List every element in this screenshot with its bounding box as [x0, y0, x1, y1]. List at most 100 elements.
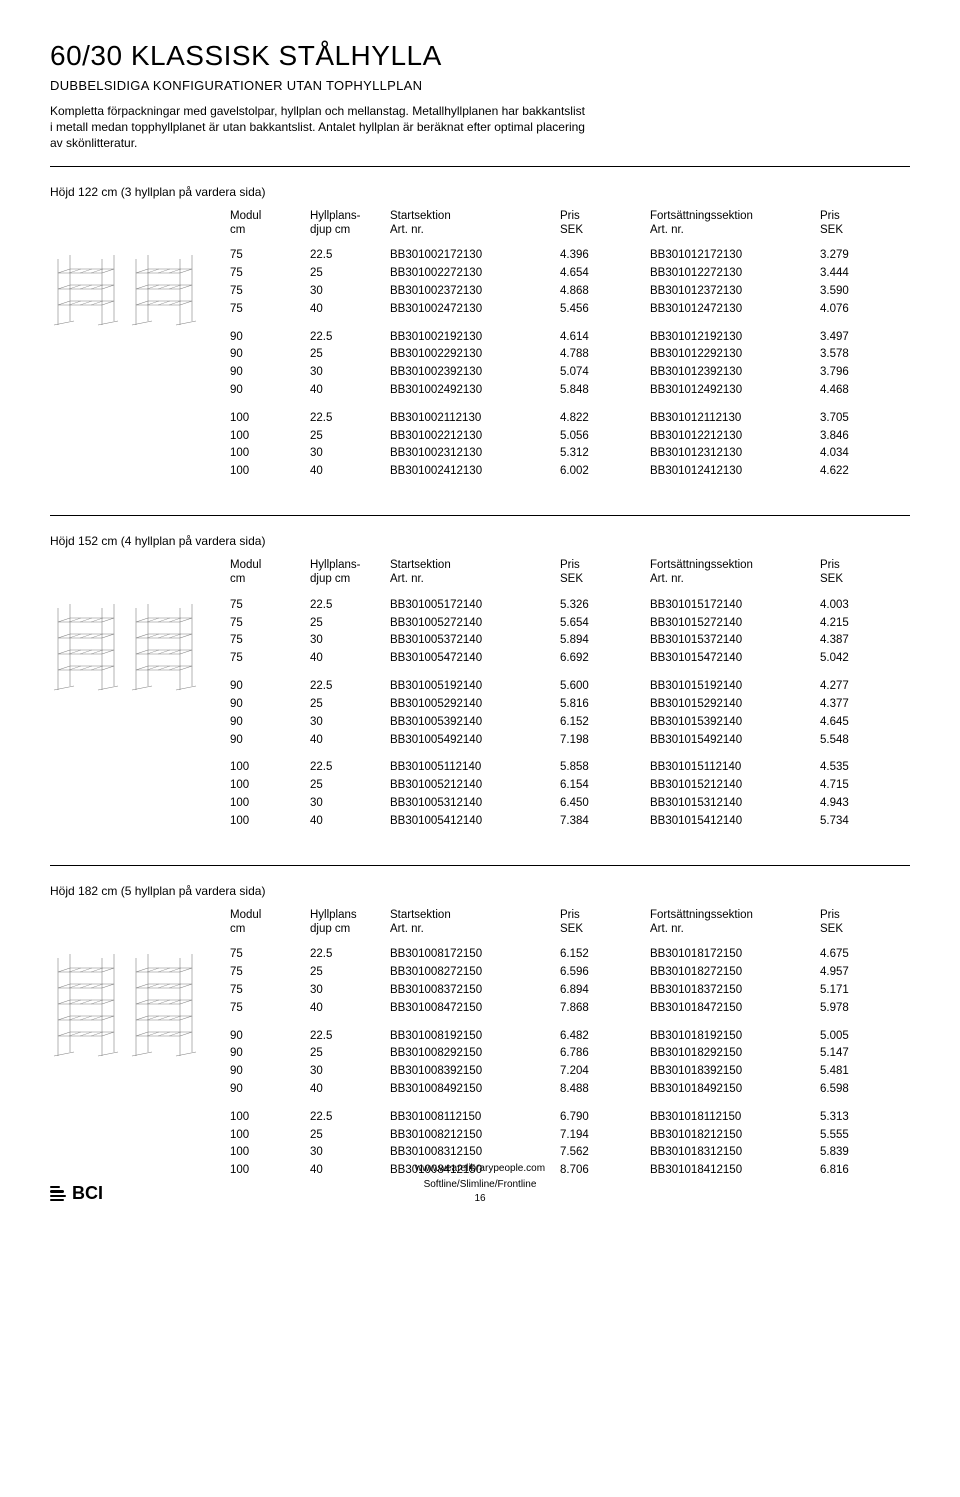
- cell-start-price: 6.450: [560, 795, 640, 813]
- shelf-illustration: [50, 209, 230, 331]
- cell-forts-art: BB301012492130: [650, 382, 810, 400]
- cell-start-price: 6.152: [560, 946, 640, 964]
- table-row: 75 30 BB301002372130 4.868 BB30101237213…: [230, 283, 910, 301]
- table-row: 75 22.5 BB301008172150 6.152 BB301018172…: [230, 946, 910, 964]
- table-row: 75 25 BB301005272140 5.654 BB30101527214…: [230, 615, 910, 633]
- cell-start-price: 5.894: [560, 632, 640, 650]
- table-row: 100 40 BB301002412130 6.002 BB3010124121…: [230, 463, 910, 481]
- table-row: 90 25 BB301005292140 5.816 BB30101529214…: [230, 696, 910, 714]
- cell-modul: 75: [230, 1000, 300, 1018]
- table-row: 75 25 BB301008272150 6.596 BB30101827215…: [230, 964, 910, 982]
- footer-page: 16: [0, 1192, 960, 1206]
- cell-forts-price: 4.003: [820, 597, 880, 615]
- cell-start-art: BB301005212140: [390, 777, 550, 795]
- cell-forts-price: 3.578: [820, 346, 880, 364]
- cell-forts-price: 4.957: [820, 964, 880, 982]
- table-row: 90 40 BB301005492140 7.198 BB30101549214…: [230, 732, 910, 750]
- cell-djup: 22.5: [310, 1028, 380, 1046]
- table-row: 90 30 BB301008392150 7.204 BB30101839215…: [230, 1063, 910, 1081]
- cell-start-price: 5.074: [560, 364, 640, 382]
- cell-djup: 25: [310, 346, 380, 364]
- table-row: 100 40 BB301005412140 7.384 BB3010154121…: [230, 813, 910, 831]
- cell-start-price: 6.154: [560, 777, 640, 795]
- cell-start-art: BB301008272150: [390, 964, 550, 982]
- cell-forts-price: 4.215: [820, 615, 880, 633]
- col-pris2: PrisSEK: [820, 908, 880, 937]
- cell-forts-art: BB301012292130: [650, 346, 810, 364]
- cell-start-price: 7.384: [560, 813, 640, 831]
- cell-forts-price: 3.590: [820, 283, 880, 301]
- cell-djup: 25: [310, 1127, 380, 1145]
- cell-start-price: 4.654: [560, 265, 640, 283]
- cell-modul: 100: [230, 428, 300, 446]
- cell-djup: 22.5: [310, 247, 380, 265]
- cell-forts-art: BB301012112130: [650, 410, 810, 428]
- cell-forts-price: 4.468: [820, 382, 880, 400]
- table-row: 75 40 BB301005472140 6.692 BB30101547214…: [230, 650, 910, 668]
- table-row: 90 40 BB301008492150 8.488 BB30101849215…: [230, 1081, 910, 1099]
- shelf-illustration: [50, 908, 230, 1062]
- cell-start-art: BB301002392130: [390, 364, 550, 382]
- cell-start-price: 5.848: [560, 382, 640, 400]
- cell-start-art: BB301005272140: [390, 615, 550, 633]
- cell-start-art: BB301008472150: [390, 1000, 550, 1018]
- cell-djup: 30: [310, 1063, 380, 1081]
- cell-forts-art: BB301012412130: [650, 463, 810, 481]
- cell-forts-art: BB301018472150: [650, 1000, 810, 1018]
- cell-forts-price: 4.034: [820, 445, 880, 463]
- cell-forts-art: BB301018112150: [650, 1109, 810, 1127]
- cell-start-price: 7.198: [560, 732, 640, 750]
- cell-forts-price: 3.796: [820, 364, 880, 382]
- cell-forts-price: 4.076: [820, 301, 880, 319]
- col-modul: Modulcm: [230, 209, 300, 238]
- table-row: 90 25 BB301002292130 4.788 BB30101229213…: [230, 346, 910, 364]
- cell-forts-art: BB301015272140: [650, 615, 810, 633]
- cell-djup: 25: [310, 265, 380, 283]
- table-row: 90 25 BB301008292150 6.786 BB30101829215…: [230, 1045, 910, 1063]
- cell-forts-art: BB301012472130: [650, 301, 810, 319]
- cell-forts-art: BB301015112140: [650, 759, 810, 777]
- col-forts: FortsättningssektionArt. nr.: [650, 908, 810, 937]
- cell-forts-art: BB301015412140: [650, 813, 810, 831]
- cell-start-art: BB301002472130: [390, 301, 550, 319]
- table-row: 90 30 BB301002392130 5.074 BB30101239213…: [230, 364, 910, 382]
- cell-forts-art: BB301018492150: [650, 1081, 810, 1099]
- cell-start-price: 7.204: [560, 1063, 640, 1081]
- cell-start-price: 6.790: [560, 1109, 640, 1127]
- cell-modul: 90: [230, 678, 300, 696]
- cell-forts-art: BB301015172140: [650, 597, 810, 615]
- table-row: 75 30 BB301005372140 5.894 BB30101537214…: [230, 632, 910, 650]
- cell-modul: 75: [230, 615, 300, 633]
- cell-modul: 100: [230, 1109, 300, 1127]
- cell-forts-price: 5.171: [820, 982, 880, 1000]
- cell-modul: 75: [230, 982, 300, 1000]
- cell-start-price: 4.822: [560, 410, 640, 428]
- cell-djup: 30: [310, 364, 380, 382]
- cell-start-art: BB301002272130: [390, 265, 550, 283]
- cell-forts-price: 4.715: [820, 777, 880, 795]
- table-row: 100 30 BB301005312140 6.450 BB3010153121…: [230, 795, 910, 813]
- cell-djup: 25: [310, 615, 380, 633]
- section-title: Höjd 152 cm (4 hyllplan på vardera sida): [50, 534, 910, 548]
- cell-forts-price: 5.147: [820, 1045, 880, 1063]
- cell-forts-price: 5.481: [820, 1063, 880, 1081]
- cell-start-art: BB301005372140: [390, 632, 550, 650]
- cell-forts-art: BB301015192140: [650, 678, 810, 696]
- cell-start-art: BB301005412140: [390, 813, 550, 831]
- cell-start-price: 5.858: [560, 759, 640, 777]
- cell-start-price: 7.562: [560, 1144, 640, 1162]
- cell-start-price: 5.456: [560, 301, 640, 319]
- cell-start-art: BB301005312140: [390, 795, 550, 813]
- col-pris2: PrisSEK: [820, 558, 880, 587]
- cell-forts-art: BB301012192130: [650, 329, 810, 347]
- cell-start-price: 6.894: [560, 982, 640, 1000]
- cell-start-art: BB301002172130: [390, 247, 550, 265]
- cell-start-art: BB301005192140: [390, 678, 550, 696]
- cell-forts-art: BB301018392150: [650, 1063, 810, 1081]
- cell-forts-art: BB301012172130: [650, 247, 810, 265]
- page-title: 60/30 KLASSISK STÅLHYLLA: [50, 40, 910, 72]
- cell-forts-art: BB301015312140: [650, 795, 810, 813]
- col-start: StartsektionArt. nr.: [390, 209, 550, 238]
- shelf-illustration: [50, 558, 230, 696]
- cell-djup: 25: [310, 696, 380, 714]
